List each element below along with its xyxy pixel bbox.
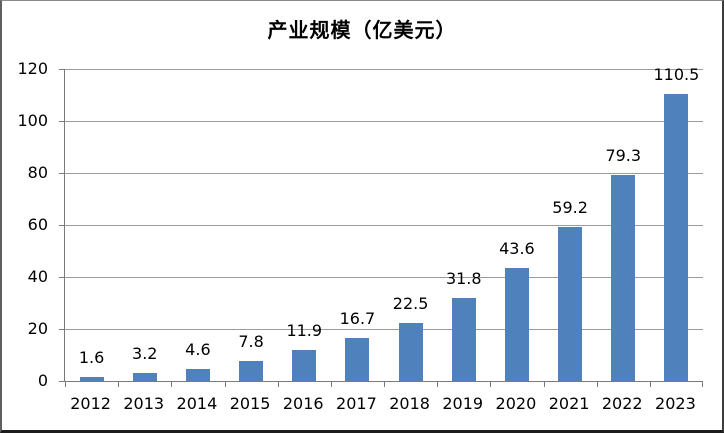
bar-2015	[239, 360, 264, 381]
plot-area: 1.6 3.2 4.6 7.8 11.9 16.7 22.5 31.8 43.6 59.2 79.3…	[59, 64, 703, 387]
gridline-120	[65, 69, 703, 70]
gridline-100	[65, 121, 703, 122]
bar-value-label-2023: 110.5	[653, 64, 700, 84]
x-axis-label-2017: 2017	[336, 394, 377, 413]
x-tick-1	[118, 382, 120, 387]
y-axis-labels: 0 20 40 60 80 100 120	[2, 1, 48, 430]
y-axis-label-100: 100	[17, 111, 48, 130]
x-tick-2	[171, 382, 173, 387]
x-axis-label-2023: 2023	[655, 394, 696, 413]
bar-value-label-2013: 3.2	[132, 343, 158, 363]
bar-value-label-2018: 22.5	[392, 293, 429, 313]
x-axis-labels: 2012 2013 2014 2015 2016 2017 2018 2019 2020 2021…	[64, 394, 702, 416]
y-axis-label-40: 40	[27, 267, 48, 286]
x-axis-label-2012: 2012	[70, 394, 111, 413]
x-tick-10	[596, 382, 598, 387]
chart-title: 产业规模（亿美元）	[267, 18, 457, 42]
y-tick-20	[59, 329, 65, 330]
bar-value-label-2020: 43.6	[499, 238, 535, 258]
x-tick-11	[649, 382, 651, 387]
y-tick-40	[59, 277, 65, 278]
x-tick-12	[702, 382, 703, 387]
x-axis-label-2018: 2018	[389, 394, 430, 413]
bar-2014	[185, 369, 210, 381]
bar-2022	[611, 174, 636, 381]
y-tick-80	[59, 173, 65, 174]
x-axis-label-2013: 2013	[123, 394, 165, 413]
bar-value-label-2019: 31.8	[445, 269, 482, 289]
gridline-40	[65, 277, 703, 278]
gridline-20	[65, 329, 703, 330]
x-axis-label-2015: 2015	[229, 394, 271, 413]
bar-value-label-2021: 59.2	[552, 198, 588, 218]
bar-value-label-2017: 16.7	[339, 308, 376, 328]
gridline-80	[65, 173, 703, 174]
x-tick-3	[224, 382, 226, 387]
y-axis-label-60: 60	[27, 215, 48, 234]
bar-2019	[451, 298, 476, 381]
x-axis-label-2022: 2022	[601, 394, 643, 413]
y-tick-60	[59, 225, 65, 226]
y-axis-label-0: 0	[37, 371, 48, 390]
x-tick-6	[384, 382, 385, 387]
x-tick-5	[330, 382, 332, 387]
x-axis-label-2020: 2020	[495, 394, 537, 413]
bar-value-label-2012: 1.6	[78, 347, 105, 367]
bar-2021	[558, 227, 583, 381]
x-tick-9	[543, 382, 545, 387]
bar-2016	[292, 350, 317, 381]
y-tick-0	[59, 381, 65, 382]
bar-2023	[664, 93, 689, 381]
x-axis-label-2019: 2019	[442, 394, 484, 413]
bar-value-label-2022: 79.3	[605, 145, 642, 165]
x-axis-label-2016: 2016	[282, 394, 324, 413]
bar-2018	[398, 322, 423, 381]
bar-2013	[132, 372, 157, 381]
gridline-60	[65, 225, 703, 226]
x-tick-7	[437, 382, 439, 387]
x-axis-label-2014: 2014	[176, 394, 218, 413]
y-tick-120	[59, 69, 65, 70]
x-tick-8	[490, 382, 492, 387]
bar-value-label-2016: 11.9	[286, 321, 323, 341]
x-axis-label-2021: 2021	[548, 394, 590, 413]
bar-2012	[79, 376, 104, 381]
bar-value-label-2014: 4.6	[185, 340, 211, 360]
y-axis-label-120: 120	[17, 59, 48, 78]
y-tick-100	[59, 121, 65, 122]
bar-2020	[504, 267, 529, 381]
x-tick-4	[277, 382, 279, 387]
y-axis-label-80: 80	[27, 163, 48, 182]
x-tick-0	[65, 382, 66, 387]
bar-2017	[345, 337, 370, 381]
bar-value-label-2015: 7.8	[238, 331, 264, 351]
y-axis-label-20: 20	[27, 319, 48, 338]
